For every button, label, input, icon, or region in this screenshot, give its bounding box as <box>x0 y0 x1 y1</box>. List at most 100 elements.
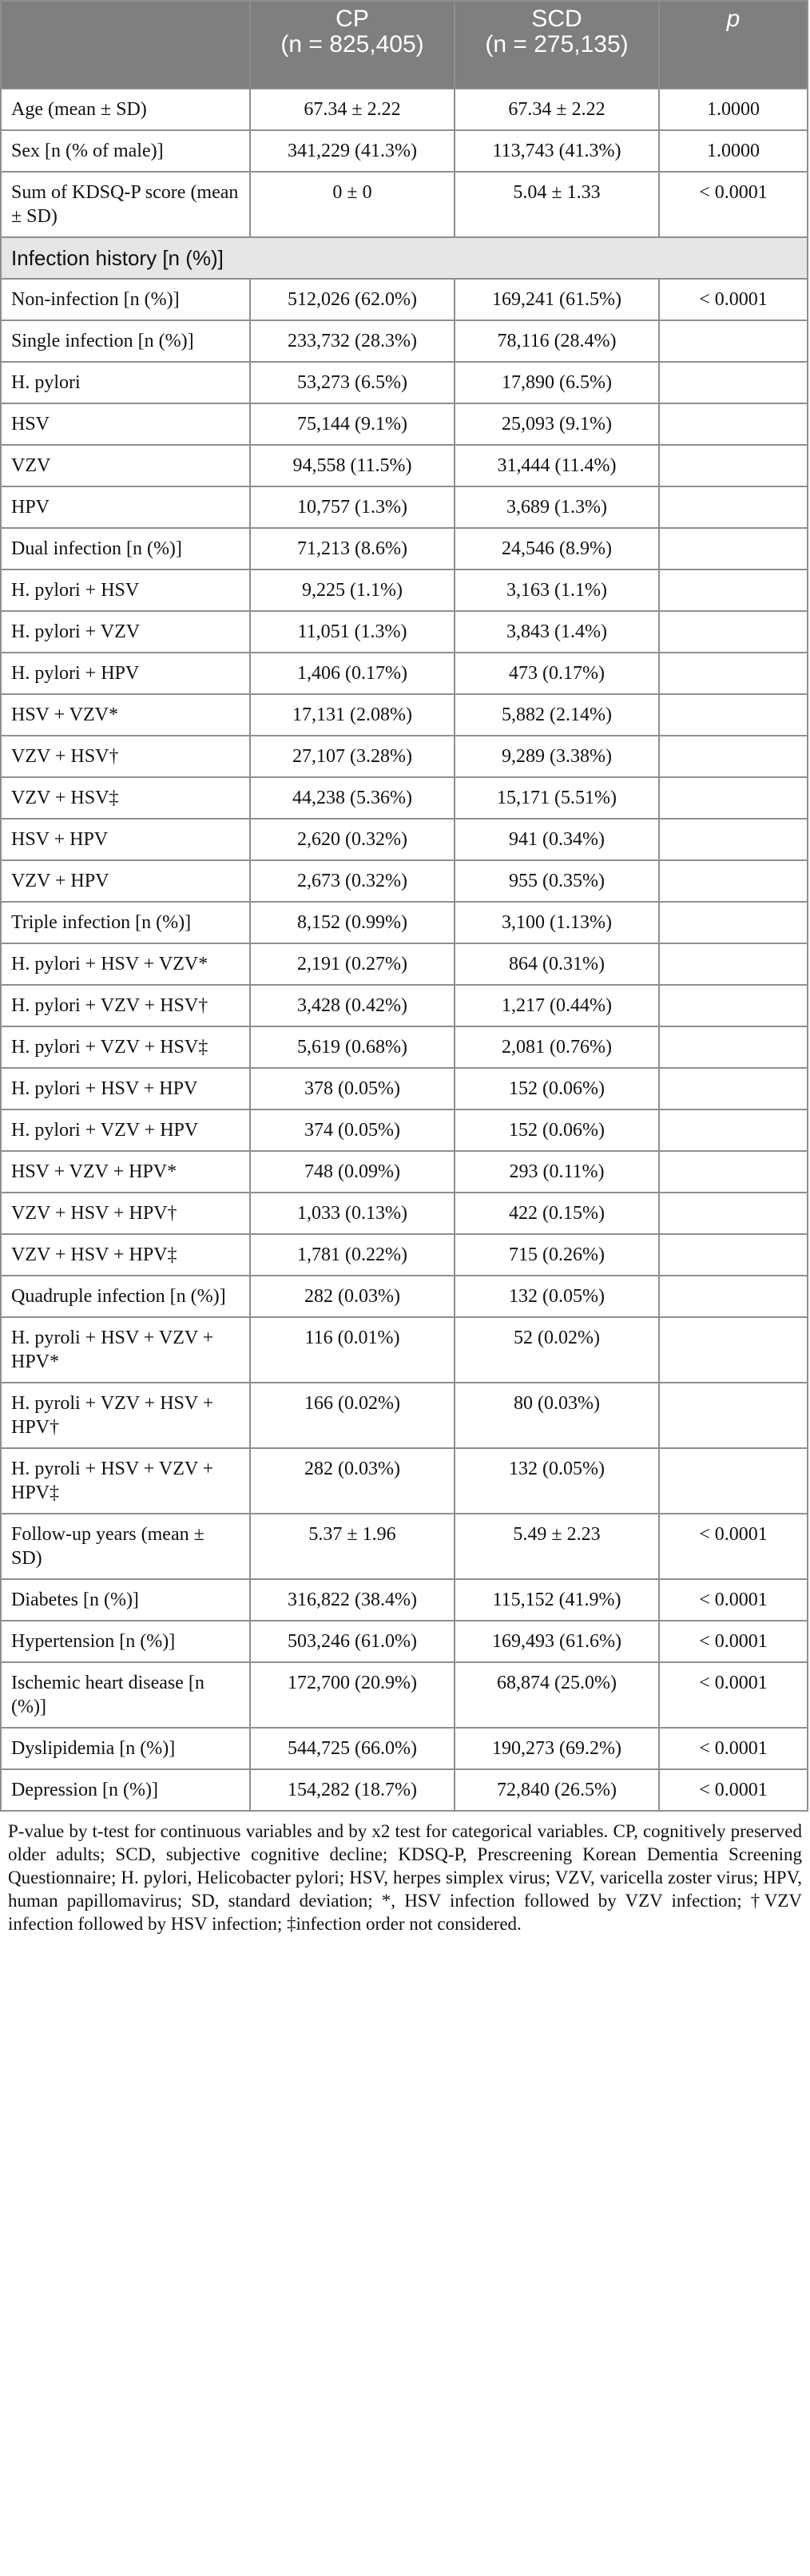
table-header-row: CP (n = 825,405) SCD (n = 275,135) p <box>0 0 808 89</box>
scd-value: 864 (0.31%) <box>454 943 660 986</box>
table-row: H. pyroli + HSV + VZV + HPV* 116 (0.01%) 5… <box>0 1316 808 1383</box>
table-row: Single infection [n (%)] 233,732 (28.3%) 7… <box>0 320 808 363</box>
table-row: HSV 75,144 (9.1%) 25,093 (9.1%) <box>0 403 808 446</box>
p-value <box>658 901 808 944</box>
scd-value: 115,152 (41.9%) <box>454 1578 660 1621</box>
scd-value: 80 (0.03%) <box>454 1382 660 1449</box>
cp-value: 154,282 (18.7%) <box>249 1768 455 1812</box>
row-label: VZV + HSV + HPV† <box>0 1192 251 1235</box>
row-label: HSV <box>0 403 251 446</box>
header-cp-name: CP <box>336 6 369 32</box>
table-row: VZV + HSV† 27,107 (3.28%) 9,289 (3.38%) <box>0 735 808 778</box>
cp-value: 748 (0.09%) <box>249 1150 455 1193</box>
table-body-section: Infection history [n (%)] <box>0 236 808 280</box>
p-value <box>658 361 808 404</box>
scd-value: 15,171 (5.51%) <box>454 776 660 820</box>
scd-value: 25,093 (9.1%) <box>454 403 660 446</box>
cp-value: 94,558 (11.5%) <box>249 444 455 487</box>
cp-value: 5.37 ± 1.96 <box>249 1513 455 1580</box>
scd-value: 5.04 ± 1.33 <box>454 171 660 238</box>
scd-value: 5,882 (2.14%) <box>454 693 660 736</box>
row-label: Sex [n (% of male)] <box>0 129 251 173</box>
table-row: H. pylori + HSV + HPV 378 (0.05%) 152 (0.0… <box>0 1067 808 1110</box>
table-row: VZV + HPV 2,673 (0.32%) 955 (0.35%) <box>0 859 808 903</box>
p-value <box>658 943 808 986</box>
row-label: H. pyroli + HSV + VZV + HPV* <box>0 1316 251 1383</box>
row-label: Ischemic heart disease [n (%)] <box>0 1661 251 1729</box>
row-label: H. pylori + VZV <box>0 610 251 653</box>
p-value: < 0.0001 <box>658 1513 808 1580</box>
row-label: VZV <box>0 444 251 487</box>
table-row: H. pylori + HSV 9,225 (1.1%) 3,163 (1.1%) <box>0 569 808 612</box>
table-body-top: Age (mean ± SD) 67.34 ± 2.22 67.34 ± 2.22 1… <box>0 88 808 238</box>
row-label: Depression [n (%)] <box>0 1768 251 1812</box>
p-value <box>658 486 808 529</box>
row-label: H. pylori + HSV + HPV <box>0 1067 251 1110</box>
p-value: < 0.0001 <box>658 1661 808 1729</box>
p-value <box>658 444 808 487</box>
table-row: HSV + HPV 2,620 (0.32%) 941 (0.34%) <box>0 818 808 861</box>
scd-value: 68,874 (25.0%) <box>454 1661 660 1729</box>
cp-value: 544,725 (66.0%) <box>249 1727 455 1770</box>
p-value <box>658 776 808 820</box>
header-cp: CP (n = 825,405) <box>249 0 455 89</box>
scd-value: 132 (0.05%) <box>454 1275 660 1318</box>
cp-value: 2,673 (0.32%) <box>249 859 455 903</box>
p-value <box>658 1150 808 1193</box>
scd-value: 3,100 (1.13%) <box>454 901 660 944</box>
cp-value: 17,131 (2.08%) <box>249 693 455 736</box>
scd-value: 293 (0.11%) <box>454 1150 660 1193</box>
table-row: H. pyroli + HSV + VZV + HPV‡ 282 (0.03%) 1… <box>0 1447 808 1514</box>
scd-value: 113,743 (41.3%) <box>454 129 660 173</box>
p-value <box>658 1026 808 1069</box>
cp-value: 512,026 (62.0%) <box>249 278 455 321</box>
scd-value: 9,289 (3.38%) <box>454 735 660 778</box>
table-row: VZV + HSV + HPV† 1,033 (0.13%) 422 (0.15%) <box>0 1192 808 1235</box>
row-label: VZV + HSV + HPV‡ <box>0 1233 251 1276</box>
scd-value: 67.34 ± 2.22 <box>454 88 660 131</box>
cp-value: 166 (0.02%) <box>249 1382 455 1449</box>
table-row: Dyslipidemia [n (%)] 544,725 (66.0%) 190,2… <box>0 1727 808 1770</box>
scd-value: 190,273 (69.2%) <box>454 1727 660 1770</box>
scd-value: 31,444 (11.4%) <box>454 444 660 487</box>
scd-value: 715 (0.26%) <box>454 1233 660 1276</box>
row-label: HSV + HPV <box>0 818 251 861</box>
p-value <box>658 1275 808 1318</box>
table-row: Dual infection [n (%)] 71,213 (8.6%) 24,54… <box>0 527 808 570</box>
table-row: H. pylori + VZV + HSV† 3,428 (0.42%) 1,217… <box>0 984 808 1027</box>
scd-value: 473 (0.17%) <box>454 652 660 695</box>
cp-value: 378 (0.05%) <box>249 1067 455 1110</box>
table-row: Sex [n (% of male)] 341,229 (41.3%) 113,74… <box>0 129 808 173</box>
header-scd-name: SCD <box>531 6 582 32</box>
cp-value: 71,213 (8.6%) <box>249 527 455 570</box>
table-row: VZV + HSV‡ 44,238 (5.36%) 15,171 (5.51%) <box>0 776 808 820</box>
cp-value: 5,619 (0.68%) <box>249 1026 455 1069</box>
table-row: VZV + HSV + HPV‡ 1,781 (0.22%) 715 (0.26%) <box>0 1233 808 1276</box>
row-label: VZV + HSV‡ <box>0 776 251 820</box>
p-value <box>658 403 808 446</box>
row-label: Non-infection [n (%)] <box>0 278 251 321</box>
table-row: Non-infection [n (%)] 512,026 (62.0%) 169,… <box>0 278 808 321</box>
table-row: H. pylori + VZV + HPV 374 (0.05%) 152 (0.0… <box>0 1109 808 1152</box>
scd-value: 3,843 (1.4%) <box>454 610 660 653</box>
table-row: H. pylori 53,273 (6.5%) 17,890 (6.5%) <box>0 361 808 404</box>
paper-table-container: CP (n = 825,405) SCD (n = 275,135) p Age… <box>0 0 808 1934</box>
scd-value: 78,116 (28.4%) <box>454 320 660 363</box>
table-row: Depression [n (%)] 154,282 (18.7%) 72,840 … <box>0 1768 808 1812</box>
table-row: HSV + VZV* 17,131 (2.08%) 5,882 (2.14%) <box>0 693 808 736</box>
table-row: Diabetes [n (%)] 316,822 (38.4%) 115,152 (… <box>0 1578 808 1621</box>
cp-value: 116 (0.01%) <box>249 1316 455 1383</box>
scd-value: 72,840 (26.5%) <box>454 1768 660 1812</box>
cp-value: 1,406 (0.17%) <box>249 652 455 695</box>
cp-value: 374 (0.05%) <box>249 1109 455 1152</box>
p-value <box>658 1233 808 1276</box>
cp-value: 11,051 (1.3%) <box>249 610 455 653</box>
scd-value: 169,241 (61.5%) <box>454 278 660 321</box>
cp-value: 1,781 (0.22%) <box>249 1233 455 1276</box>
p-value <box>658 735 808 778</box>
p-value: 1.0000 <box>658 129 808 173</box>
p-value <box>658 1447 808 1514</box>
table-row: Hypertension [n (%)] 503,246 (61.0%) 169,4… <box>0 1620 808 1663</box>
cp-value: 0 ± 0 <box>249 171 455 238</box>
cp-value: 10,757 (1.3%) <box>249 486 455 529</box>
